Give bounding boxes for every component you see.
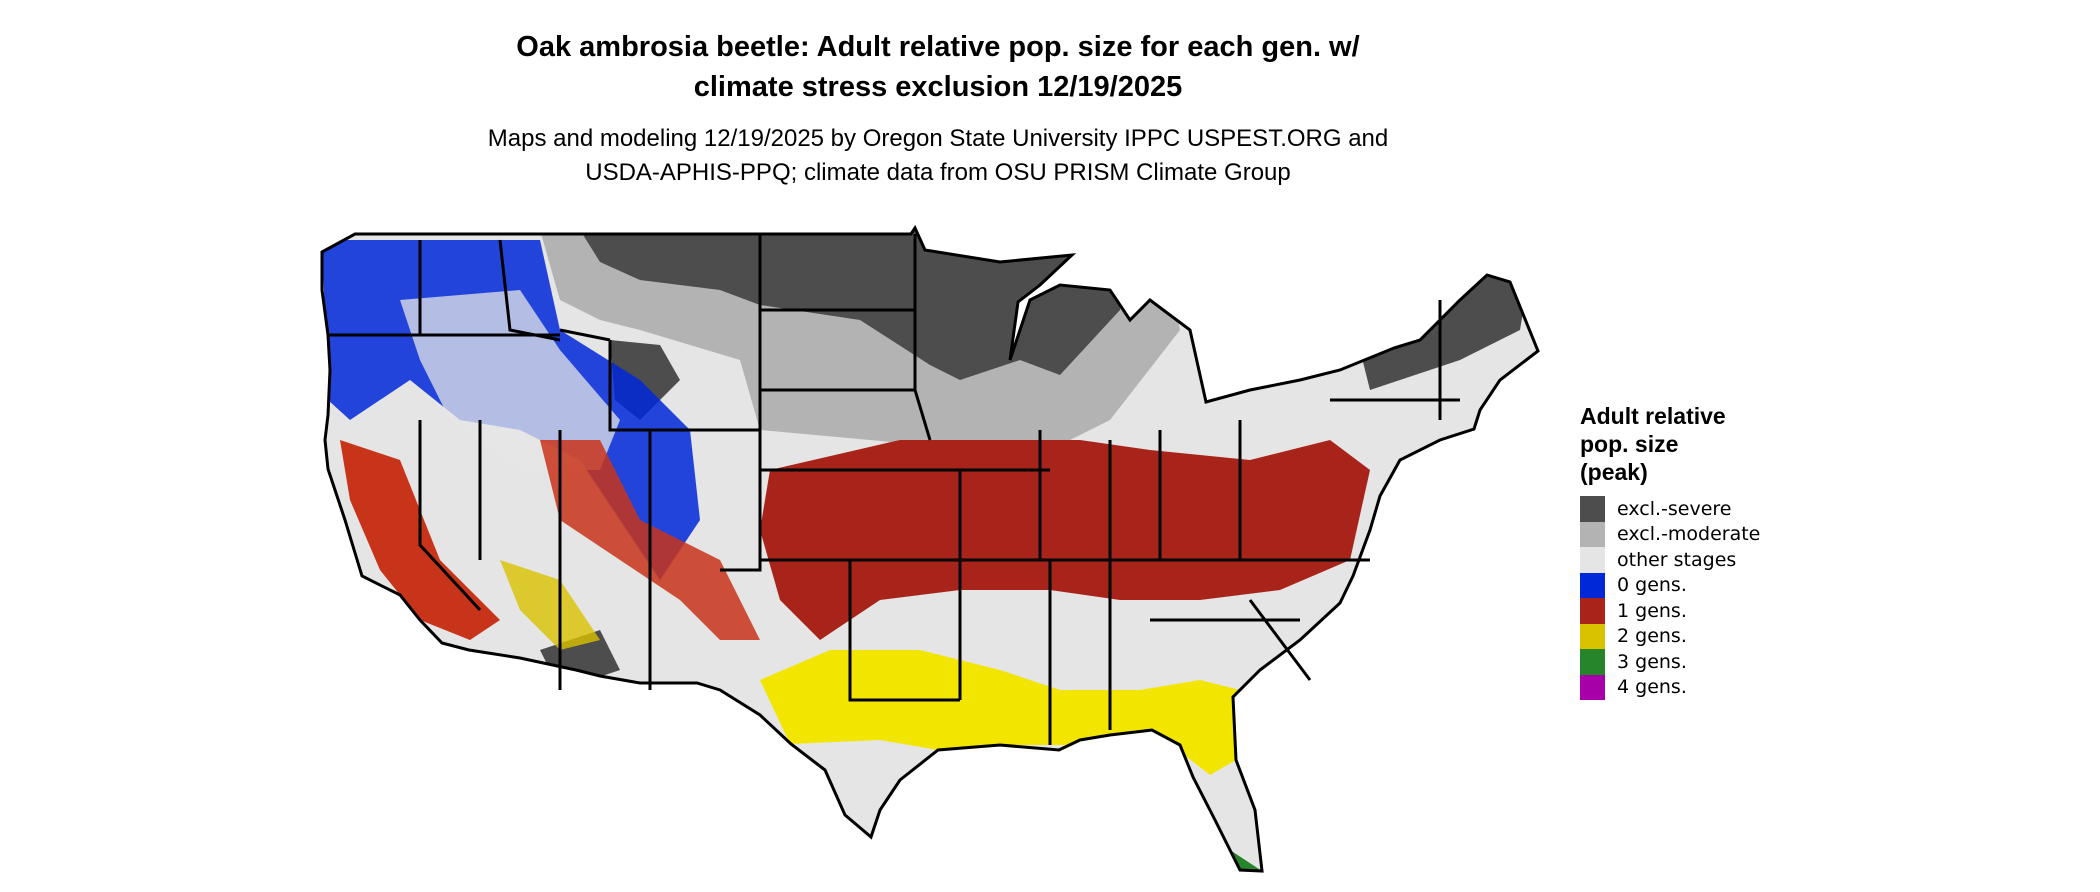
map-fill	[322, 228, 1538, 871]
map-title-line-1: Oak ambrosia beetle: Adult relative pop.…	[516, 31, 1360, 63]
legend-swatch	[1580, 521, 1605, 547]
legend-swatch	[1580, 547, 1605, 573]
legend-title-line: pop. size	[1580, 431, 1679, 457]
legend: Adult relative pop. size (peak) excl.-se…	[1580, 402, 1820, 700]
legend-label: 4 gens.	[1617, 676, 1687, 699]
legend-label: excl.-severe	[1617, 497, 1732, 520]
legend-swatch	[1580, 572, 1605, 598]
legend-swatch	[1580, 623, 1605, 649]
legend-title-line: (peak)	[1580, 459, 1648, 485]
legend-item: 0 gens.	[1580, 572, 1820, 598]
map-subtitle-line-2: USDA-APHIS-PPQ; climate data from OSU PR…	[585, 159, 1291, 186]
legend-label: 3 gens.	[1617, 650, 1687, 673]
legend-label: 2 gens.	[1617, 625, 1687, 648]
legend-title: Adult relative pop. size (peak)	[1580, 402, 1820, 486]
legend-item: 4 gens.	[1580, 674, 1820, 700]
legend-label: 0 gens.	[1617, 574, 1687, 597]
legend-item: other stages	[1580, 547, 1820, 573]
legend-label: other stages	[1617, 548, 1737, 571]
map-title-line-2: climate stress exclusion 12/19/2025	[693, 71, 1183, 103]
legend-item: 2 gens.	[1580, 623, 1820, 649]
legend-swatch	[1580, 496, 1605, 522]
map-subtitle-line-1: Maps and modeling 12/19/2025 by Oregon S…	[487, 125, 1389, 152]
legend-swatch	[1580, 649, 1605, 675]
legend-item: 1 gens.	[1580, 598, 1820, 624]
legend-label: 1 gens.	[1617, 599, 1687, 622]
legend-title-line: Adult relative	[1580, 403, 1726, 429]
legend-item: excl.-severe	[1580, 496, 1820, 522]
legend-item: 3 gens.	[1580, 649, 1820, 675]
legend-swatch	[1580, 674, 1605, 700]
state-boundaries	[320, 226, 1540, 873]
legend-item: excl.-moderate	[1580, 521, 1820, 547]
legend-label: excl.-moderate	[1617, 523, 1761, 546]
legend-swatch	[1580, 598, 1605, 624]
